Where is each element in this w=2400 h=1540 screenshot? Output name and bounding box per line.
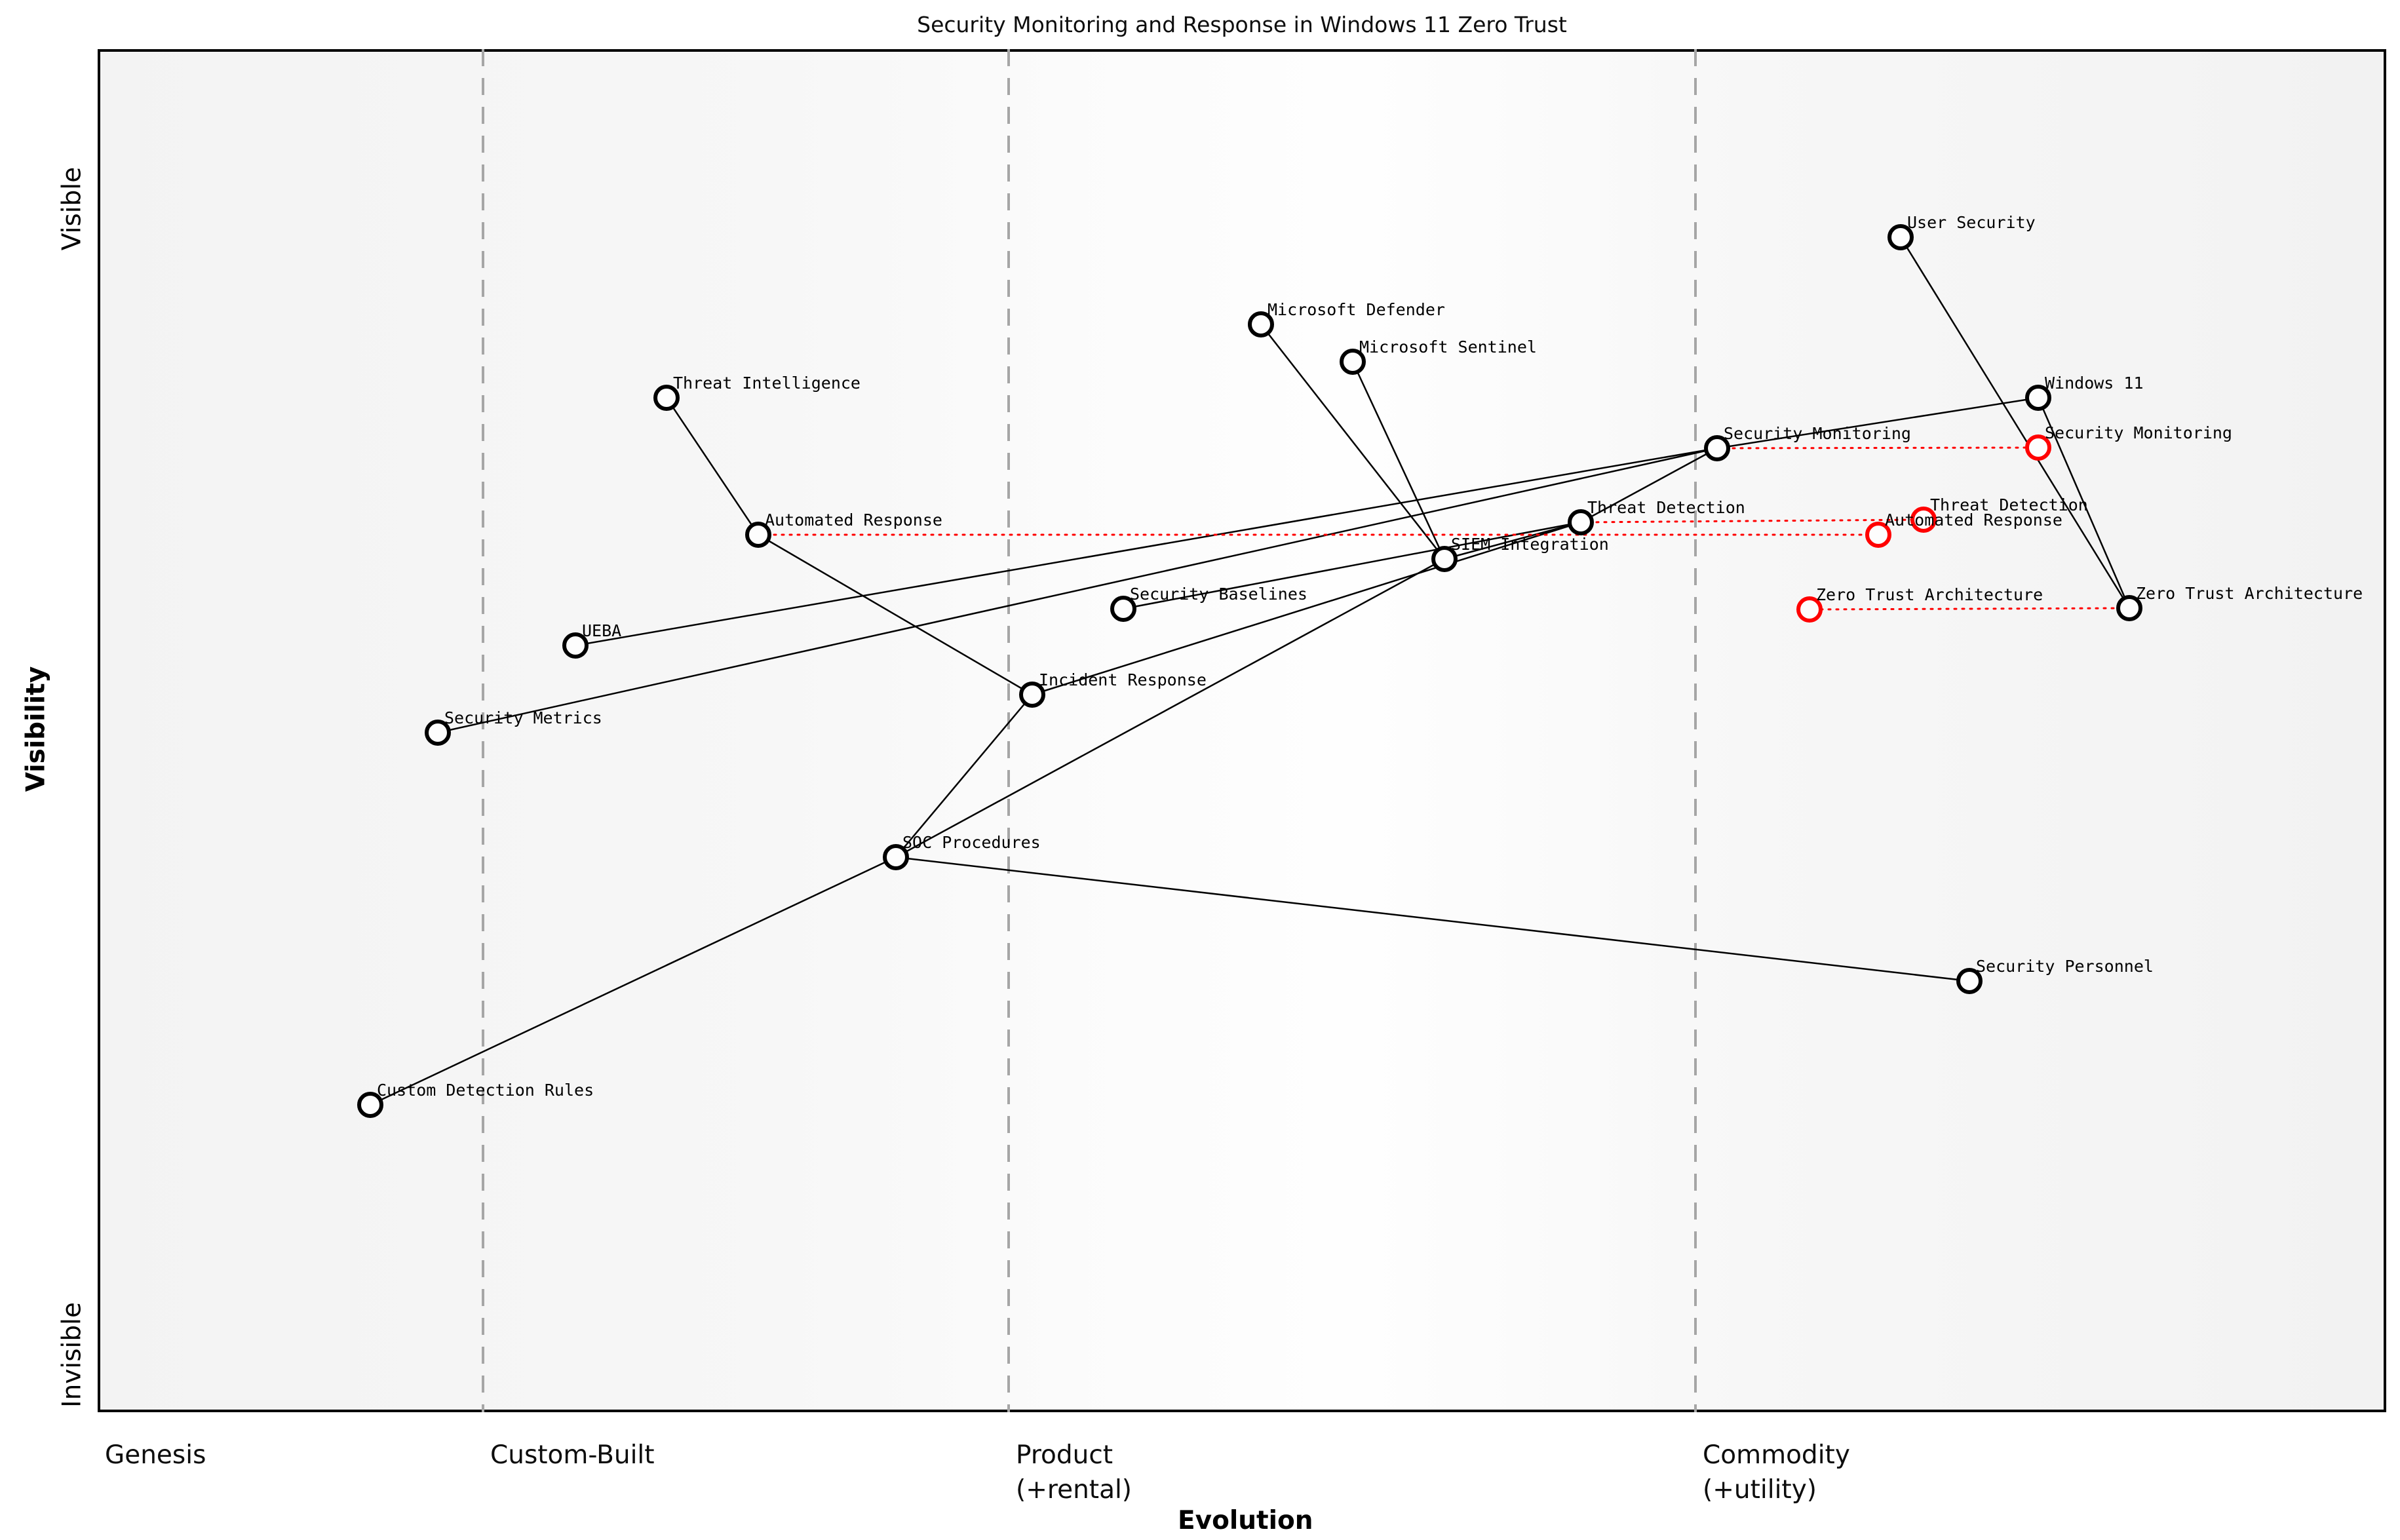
stage-label-line: Custom-Built (490, 1440, 655, 1470)
node-label-soc-procedures: SOC Procedures (902, 833, 1041, 852)
node-security-baselines (1110, 596, 1136, 622)
edge-incident-response--threat-detection (1032, 521, 1581, 696)
node-labels-layer: User Security Microsoft Defender Microsoft… (377, 213, 2363, 1100)
node-security-monitoring (1704, 435, 1730, 461)
node-incident-response (1019, 682, 1045, 708)
x-axis-title: Evolution (1178, 1506, 1313, 1535)
edge-windows-11--zero-trust-architecture (2037, 397, 2131, 609)
evolved-node-security-monitoring-evolved (2025, 434, 2051, 461)
edges-layer (370, 237, 2131, 1106)
edge-custom-detection-rules--soc-procedures (370, 856, 897, 1106)
edge-soc-procedures--incident-response (895, 694, 1033, 858)
evolution-link-zero-trust-architecture-evolved (1808, 607, 2131, 611)
stage-label-line: (+rental) (1016, 1474, 1132, 1505)
node-zero-trust-architecture (2116, 595, 2142, 621)
node-automated-response (745, 522, 771, 548)
node-label-zero-trust-architecture-evolved: Zero Trust Architecture (1816, 585, 2043, 604)
edge-siem-integration--threat-detection (1444, 521, 1581, 560)
evolution-links-layer (757, 446, 2131, 611)
evolved-node-threat-detection-evolved (1910, 507, 1937, 533)
nodes-layer (357, 224, 2142, 1118)
node-security-personnel (1956, 968, 1983, 994)
node-label-security-monitoring: Security Monitoring (1724, 424, 1911, 443)
evolved-node-zero-trust-architecture-evolved (1796, 596, 1823, 623)
node-security-metrics (425, 720, 451, 746)
node-custom-detection-rules (357, 1092, 383, 1118)
edge-soc-procedures--security-personnel (895, 856, 1970, 982)
node-label-user-security: User Security (1907, 213, 2036, 232)
stage-label-commodity: Commodity (+utility) (1703, 1438, 1850, 1507)
node-label-custom-detection-rules: Custom Detection Rules (377, 1081, 594, 1100)
stage-label-line: Genesis (105, 1440, 206, 1470)
edge-soc-procedures--siem-integration (895, 558, 1445, 858)
edge-security-monitoring--threat-detection (1580, 447, 1718, 524)
plot-area (98, 49, 2386, 1412)
node-threat-intelligence (653, 385, 680, 411)
node-label-security-monitoring-evolved: Security Monitoring (2045, 423, 2232, 442)
y-axis-bottom-label: Invisible (57, 1302, 87, 1408)
edge-user-security--zero-trust-architecture (1899, 237, 2131, 609)
node-label-automated-response: Automated Response (765, 510, 942, 529)
edge-microsoft-sentinel--siem-integration (1351, 361, 1446, 560)
evolved-node-automated-response-evolved (1865, 522, 1891, 548)
node-label-ueba: UEBA (582, 621, 621, 640)
edge-security-metrics--security-monitoring (437, 447, 1718, 734)
edge-microsoft-defender--siem-integration (1260, 324, 1445, 560)
node-siem-integration (1431, 546, 1458, 572)
stage-label-line: (+utility) (1703, 1474, 1817, 1505)
node-threat-detection (1568, 509, 1594, 535)
edge-threat-intelligence--automated-response (665, 397, 760, 535)
map-title: Security Monitoring and Response in Wind… (917, 12, 1567, 37)
node-user-security (1887, 224, 1914, 250)
stage-boundaries-layer (482, 49, 1697, 1412)
node-soc-procedures (883, 844, 909, 870)
node-label-automated-response-evolved: Automated Response (1885, 510, 2062, 529)
node-label-security-baselines: Security Baselines (1130, 585, 1307, 604)
edge-windows-11--security-monitoring (1716, 396, 2039, 450)
node-label-security-metrics: Security Metrics (444, 708, 602, 727)
stage-label-product: Product (+rental) (1016, 1438, 1132, 1507)
node-ueba (562, 632, 589, 659)
stage-label-line: Commodity (1703, 1440, 1850, 1470)
edge-security-baselines--threat-detection (1123, 521, 1581, 610)
node-label-microsoft-sentinel: Microsoft Sentinel (1359, 337, 1537, 356)
edge-ueba--security-monitoring (575, 447, 1718, 647)
y-axis-title: Visibility (21, 666, 51, 792)
node-label-zero-trust-architecture: Zero Trust Architecture (2136, 584, 2363, 603)
stage-label-genesis: Genesis (105, 1438, 206, 1473)
edge-automated-response--incident-response (758, 533, 1033, 696)
node-microsoft-defender (1248, 311, 1274, 337)
node-windows-11 (2025, 385, 2051, 411)
node-label-threat-intelligence: Threat Intelligence (673, 374, 861, 393)
node-label-windows-11: Windows 11 (2045, 374, 2144, 393)
node-label-security-personnel: Security Personnel (1976, 957, 2154, 976)
stage-label-custom-built: Custom-Built (490, 1438, 655, 1473)
node-label-siem-integration: SIEM Integration (1451, 535, 1609, 554)
node-microsoft-sentinel (1340, 349, 1366, 375)
node-label-microsoft-defender: Microsoft Defender (1268, 300, 1445, 319)
stage-label-line: Product (1016, 1440, 1113, 1470)
y-axis-top-label: Visible (57, 166, 87, 251)
node-label-threat-detection-evolved: Threat Detection (1930, 495, 2088, 514)
evolution-link-threat-detection-evolved (1579, 518, 1925, 524)
node-label-threat-detection: Threat Detection (1587, 498, 1745, 517)
node-label-incident-response: Incident Response (1039, 670, 1207, 689)
